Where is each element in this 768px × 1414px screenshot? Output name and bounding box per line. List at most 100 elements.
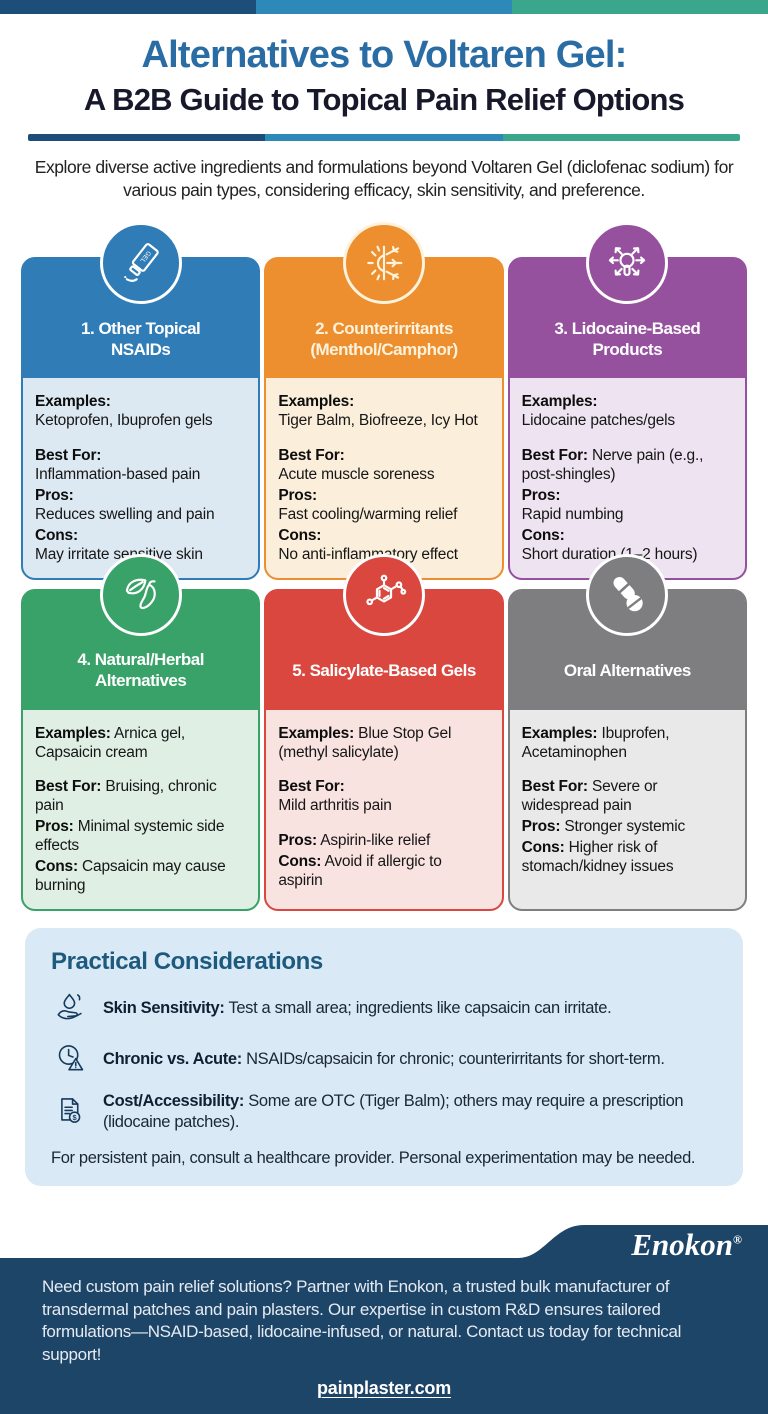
field-text: Mild arthritis pain — [278, 797, 392, 815]
field-text: Stronger systemic — [560, 818, 686, 836]
field-text: Reduces swelling and pain — [35, 505, 215, 523]
field-label: Best For: — [278, 447, 345, 465]
field-label: Best For: — [278, 778, 345, 796]
footer-text: Need custom pain relief solutions? Partn… — [42, 1277, 682, 1364]
card-body: Examples: Tiger Balm, Biofreeze, Icy Hot B… — [266, 378, 501, 577]
field-text: Nerve pain (e.g., post-shingles) — [521, 447, 704, 484]
card-body: Examples: Blue Stop Gel (methyl salicyla… — [266, 710, 501, 909]
field-label: Examples: — [35, 393, 111, 411]
field-text: Bruising, chronic pain — [35, 778, 217, 815]
panel-title: Practical Considerations — [51, 947, 323, 975]
card: 3. Lidocaine-Based Products Examples: Lid… — [507, 222, 747, 580]
field-label: Cons: — [35, 526, 78, 544]
field-text: Acute muscle soreness — [278, 466, 435, 484]
numbing-patch-icon — [586, 222, 669, 305]
molecule-icon — [342, 553, 425, 636]
field-text: Severe or widespread pain — [521, 778, 658, 815]
card-header: 3. Lidocaine-Based Products — [509, 259, 745, 379]
leaf-pepper-icon — [99, 553, 182, 636]
intro-text: Explore diverse active ingredients and f… — [34, 156, 734, 200]
consideration-text: NSAIDs/capsaicin for chronic; counterirr… — [246, 1049, 665, 1068]
top-gradient-bar — [0, 0, 768, 14]
field-text: Lidocaine patches/gels — [521, 412, 675, 430]
card-body: Examples: Ibuprofen, Acetaminophen Best F… — [510, 710, 745, 909]
field-label: Pros: — [521, 818, 561, 836]
field-text: Blue Stop Gel (methyl salicylate) — [278, 724, 452, 761]
field-label: Cons: — [278, 853, 322, 871]
card-body: Examples: Ketoprofen, Ibuprofen gels Best … — [23, 378, 258, 577]
card-title: 3. Lidocaine-Based Products — [554, 319, 701, 359]
card-field: Examples: Ibuprofen, Acetaminophen — [522, 725, 733, 763]
clock-warning-icon — [51, 1040, 91, 1078]
field-label: Best For: — [35, 778, 102, 796]
page-subtitle: A B2B Guide to Topical Pain Relief Optio… — [83, 81, 685, 117]
card-field: Pros: Stronger systemic — [522, 818, 733, 837]
card-field: Pros: Aspirin-like relief — [278, 832, 489, 851]
card-field: Cons: Avoid if allergic to aspirin — [278, 853, 489, 891]
card-title: 5. Salicylate-Based Gels — [292, 660, 476, 680]
gel-tube-icon: GEL — [99, 222, 182, 305]
consideration-item: Skin Sensitivity: Test a small area; ing… — [51, 989, 717, 1027]
gradient-segment — [256, 0, 512, 14]
consideration-text: Test a small area; ingredients like caps… — [228, 998, 612, 1017]
card: 4. Natural/Herbal Alternatives Examples:… — [21, 553, 261, 911]
header: Alternatives to Voltaren Gel: A B2B Guid… — [0, 14, 768, 201]
field-label: Examples: — [521, 724, 598, 742]
field-label: Pros: — [278, 832, 317, 850]
field-label: Examples: — [521, 393, 598, 411]
field-label: Best For: — [521, 447, 588, 465]
field-label: Cons: — [35, 858, 78, 876]
field-text: Ibuprofen, Acetaminophen — [521, 724, 670, 761]
consideration-text: Some are OTC (Tiger Balm); others may re… — [103, 1091, 684, 1131]
card-field: Best For: Nerve pain (e.g., post-shingle… — [522, 447, 733, 485]
field-label: Pros: — [35, 487, 74, 504]
footer-band: Need custom pain relief solutions? Partn… — [0, 1258, 768, 1414]
field-label: Best For: — [521, 778, 588, 796]
card: GEL 1. Other Topical NSAIDs Examples: Ket… — [21, 222, 261, 580]
consideration-items: Skin Sensitivity: Test a small area; ing… — [51, 989, 717, 1132]
field-label: Cons: — [521, 526, 565, 544]
card-title: 2. Counterirritants (Menthol/Camphor) — [310, 319, 458, 359]
field-text: No anti-inflammatory effect — [278, 545, 458, 563]
panel-note: For persistent pain, consult a healthcar… — [51, 1149, 696, 1168]
consideration-item: $ Cost/Accessibility: Some are OTC (Tige… — [51, 1091, 717, 1132]
consideration-label: Cost/Accessibility: — [103, 1091, 244, 1110]
field-text: Capsaicin may cause burning — [35, 858, 226, 894]
invoice-dollar-icon: $ — [51, 1093, 91, 1131]
card: 5. Salicylate-Based Gels Examples: Blue … — [264, 553, 504, 911]
field-label: Cons: — [521, 839, 565, 857]
card-body: Examples: Arnica gel, Capsaicin cream Bes… — [23, 710, 258, 909]
website-link[interactable]: painplaster.com — [316, 1377, 452, 1398]
field-label: Pros: — [521, 487, 561, 504]
consideration-label: Skin Sensitivity: — [103, 998, 225, 1017]
card-title: 1. Other Topical NSAIDs — [81, 319, 201, 359]
tab-curve-shape — [518, 1225, 768, 1259]
consideration-label: Chronic vs. Acute: — [103, 1049, 242, 1068]
practical-considerations-panel: Practical Considerations Skin Sensitivit… — [25, 927, 743, 1187]
pills-icon — [586, 553, 669, 636]
brand-tab: Enokon® — [518, 1225, 768, 1260]
registered-mark: ® — [733, 1232, 742, 1247]
field-label: Examples: — [278, 724, 355, 742]
field-text: Ketoprofen, Ibuprofen gels — [35, 412, 213, 430]
card: Oral Alternatives Examples: Ibuprofen, A… — [507, 553, 747, 911]
card-field: Cons: Higher risk of stomach/kidney issu… — [522, 839, 733, 877]
svg-text:$: $ — [72, 1112, 77, 1121]
field-label: Cons: — [278, 526, 322, 544]
cards-grid: GEL 1. Other Topical NSAIDs Examples: Ket… — [0, 222, 768, 911]
gradient-segment — [502, 133, 740, 141]
hot-cold-icon — [342, 222, 425, 305]
card-field: Pros: Minimal systemic side effects — [35, 818, 246, 856]
card-field: Examples: Arnica gel, Capsaicin cream — [35, 725, 246, 763]
field-label: Pros: — [35, 818, 74, 836]
field-text: Minimal systemic side effects — [35, 818, 225, 855]
card-title: 4. Natural/Herbal Alternatives — [77, 650, 204, 691]
footer: Enokon® Need custom pain relief solution… — [0, 1225, 768, 1414]
gradient-divider — [28, 133, 740, 141]
page-title: Alternatives to Voltaren Gel: — [141, 34, 628, 76]
field-label: Examples: — [35, 724, 111, 742]
field-text: Fast cooling/warming relief — [278, 505, 458, 523]
field-text: Rapid numbing — [521, 505, 624, 523]
field-text: Avoid if allergic to aspirin — [278, 853, 442, 890]
card-title: Oral Alternatives — [563, 660, 691, 680]
